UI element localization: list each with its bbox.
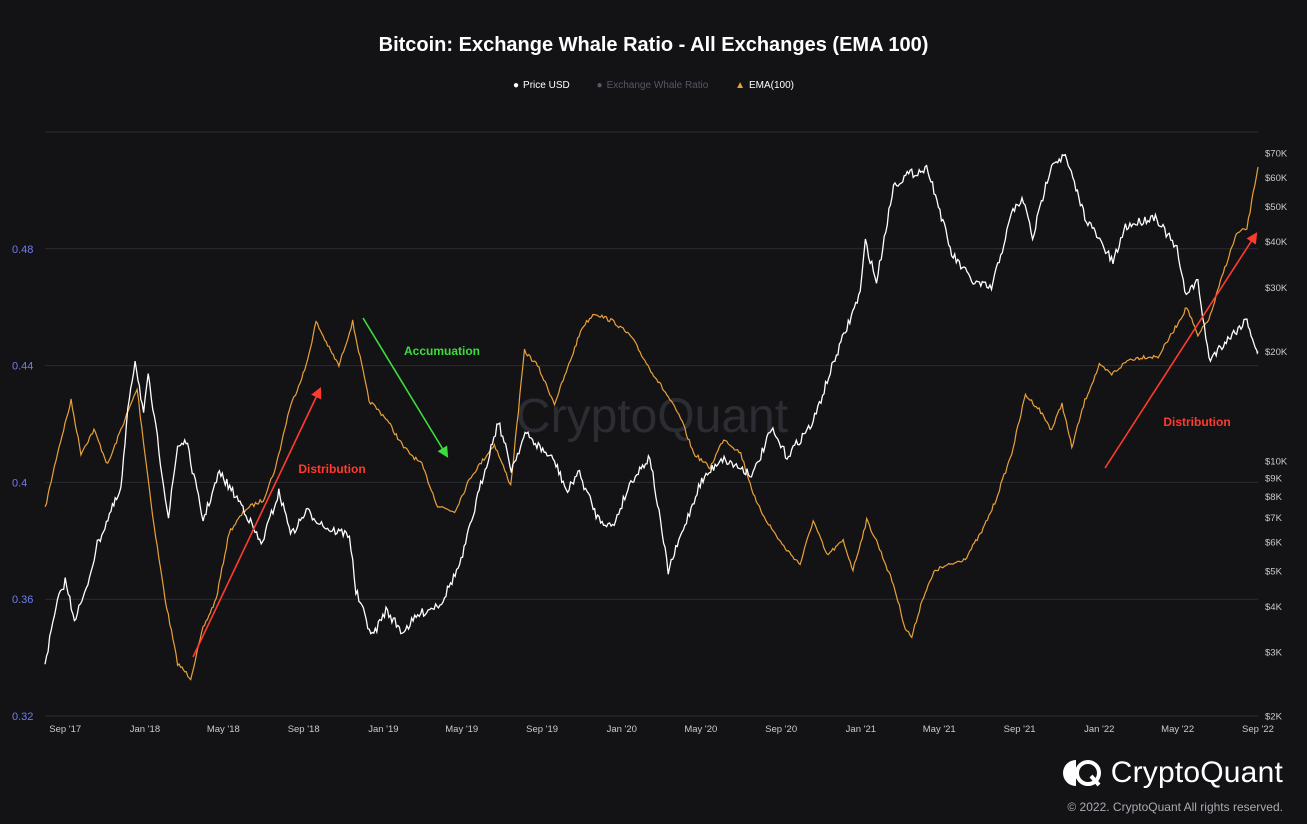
right-axis-tick-label: $20K (1265, 347, 1288, 358)
x-axis: Sep '17 Jan '18 May '18 Sep '18 Jan '19 May '… (49, 724, 1274, 735)
right-axis-tick-label: $6K (1265, 538, 1283, 549)
right-axis-tick-label: $10K (1265, 457, 1288, 468)
price-series-line (44, 153, 1259, 665)
left-axis-tick-label: 0.32 (12, 711, 33, 723)
x-axis-tick-label: Jan '18 (130, 724, 160, 735)
distribution-arrow-2 (1104, 232, 1258, 469)
left-axis-tick-label: 0.36 (12, 594, 33, 606)
accumulation-label: Accumuation (404, 344, 480, 358)
legend-item-ema[interactable]: ▲ EMA(100) (735, 80, 794, 91)
right-axis-tick-label: $70K (1265, 149, 1288, 160)
chart-title: Bitcoin: Exchange Whale Ratio - All Exch… (378, 34, 929, 56)
distribution-arrow-1 (192, 386, 322, 658)
distribution-label-2: Distribution (1163, 415, 1230, 429)
x-axis-tick-label: Jan '21 (846, 724, 876, 735)
triangle-icon: ▲ (735, 80, 745, 91)
legend-label-price: Price USD (523, 80, 570, 91)
distribution-label-1: Distribution (298, 462, 365, 476)
left-axis-tick-label: 0.48 (12, 244, 33, 256)
right-axis-tick-label: $8K (1265, 492, 1283, 503)
brand-name: CryptoQuant (1110, 756, 1283, 789)
x-axis-tick-label: May '20 (684, 724, 717, 735)
left-axis-tick-label: 0.4 (12, 477, 27, 489)
right-axis-tick-label: $7K (1265, 513, 1283, 524)
right-axis-tick-label: $30K (1265, 283, 1288, 294)
copyright-text: © 2022. CryptoQuant All rights reserved. (1067, 800, 1283, 814)
legend-item-whale-ratio[interactable]: ● Exchange Whale Ratio (597, 80, 709, 91)
legend-item-price[interactable]: ● Price USD (513, 80, 570, 91)
right-axis-tick-label: $2K (1265, 712, 1283, 723)
legend-label-whale-ratio: Exchange Whale Ratio (606, 80, 709, 91)
legend-label-ema: EMA(100) (748, 80, 794, 91)
x-axis-tick-label: Sep '21 (1004, 724, 1036, 735)
right-axis-tick-label: $3K (1265, 647, 1283, 658)
circle-icon: ● (596, 80, 603, 91)
gridlines (45, 131, 1258, 717)
right-axis-tick-label: $50K (1265, 202, 1288, 213)
x-axis-tick-label: May '18 (207, 724, 240, 735)
x-axis-tick-label: Jan '22 (1084, 724, 1114, 735)
left-axis-tick-label: 0.44 (12, 361, 33, 373)
circle-icon: ● (513, 80, 520, 91)
x-axis-tick-label: Jan '19 (368, 724, 398, 735)
right-axis-tick-label: $40K (1265, 237, 1288, 248)
x-axis-tick-label: Jan '20 (607, 724, 637, 735)
x-axis-tick-label: Sep '22 (1242, 724, 1274, 735)
brand-logo: CryptoQuant (1061, 756, 1283, 790)
right-axis-tick-label: $5K (1265, 566, 1283, 577)
right-axis-tick-label: $4K (1265, 602, 1283, 613)
right-axis-tick-label: $60K (1265, 173, 1288, 184)
x-axis-tick-label: Sep '20 (765, 724, 797, 735)
x-axis-tick-label: May '22 (1161, 724, 1194, 735)
cryptoquant-logo-icon (1062, 760, 1101, 787)
ema-series-line (44, 166, 1259, 681)
right-axis-tick-label: $9K (1265, 473, 1283, 484)
accumulation-arrow (362, 317, 449, 458)
x-axis-tick-label: Sep '17 (49, 724, 81, 735)
chart-legend: ● Price USD ● Exchange Whale Ratio ▲ EMA(10… (0, 80, 1307, 91)
x-axis-tick-label: Sep '19 (526, 724, 558, 735)
x-axis-tick-label: Sep '18 (288, 724, 320, 735)
right-axis: $2K $3K $4K $5K $6K $7K $8K $9K $10K $20K $30K $40K… (1265, 149, 1288, 723)
left-axis: 0.32 0.36 0.4 0.44 0.48 (12, 244, 33, 723)
x-axis-tick-label: May '21 (923, 724, 956, 735)
x-axis-tick-label: May '19 (445, 724, 478, 735)
watermark-text: CryptoQuant (516, 390, 788, 443)
